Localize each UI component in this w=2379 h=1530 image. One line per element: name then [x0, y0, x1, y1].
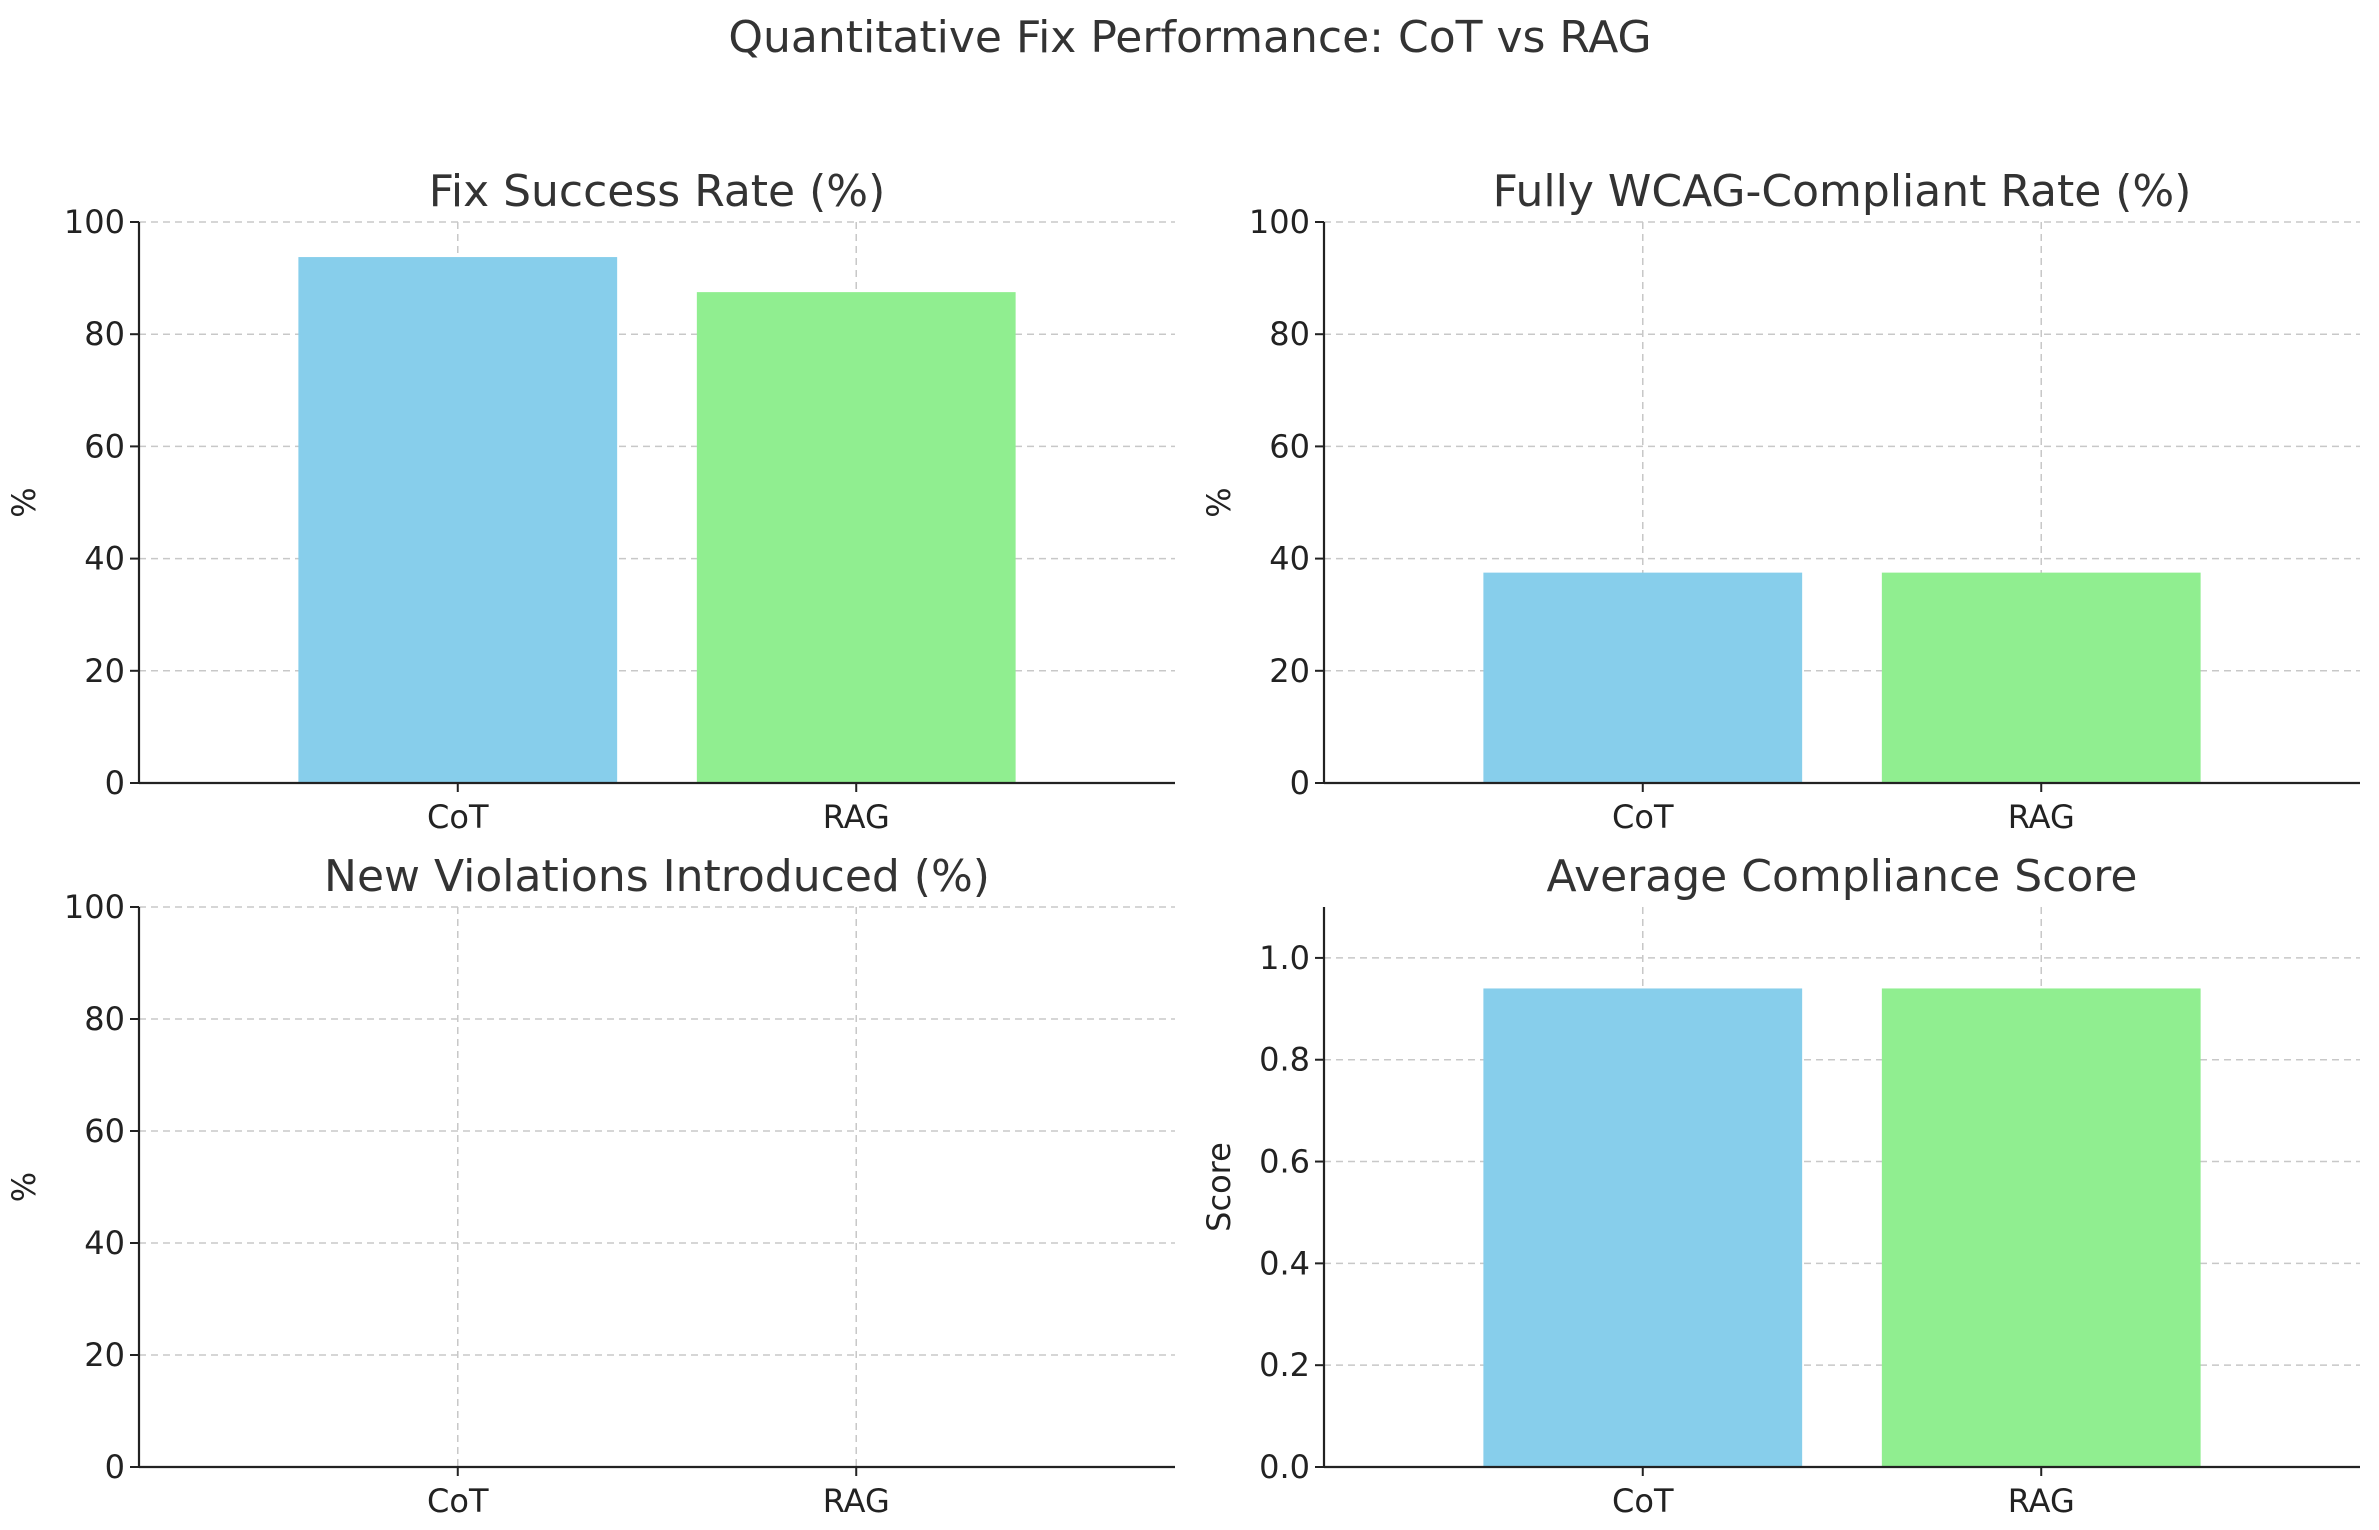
y-tick-label: 20 — [84, 1336, 125, 1374]
y-tick-label: 20 — [84, 652, 125, 690]
y-tick-label: 100 — [1249, 203, 1310, 241]
y-tick-label: 60 — [84, 427, 125, 465]
y-axis-label: % — [1200, 487, 1238, 517]
subplot-3: 0 20 40 60 80 100 CoT RAG New Violations Introdu… — [5, 851, 1175, 1520]
x-tick-label-rag: RAG — [823, 798, 890, 836]
y-tick-label: 60 — [1269, 427, 1310, 465]
figure-title: Quantitative Fix Performance: CoT vs RAG — [728, 12, 1651, 63]
subplot-title: Fully WCAG-Compliant Rate (%) — [1493, 166, 2192, 217]
y-tick-label: 40 — [1269, 540, 1310, 578]
y-tick-label: 0.2 — [1259, 1346, 1310, 1384]
y-tick-label: 0 — [105, 764, 125, 802]
y-tick-label: 80 — [84, 315, 125, 353]
x-tick-label-cot: CoT — [1612, 798, 1674, 836]
x-tick-label-cot: CoT — [427, 1482, 489, 1520]
y-tick-label: 80 — [84, 1000, 125, 1038]
bar-cot — [1483, 572, 1803, 783]
bar-rag — [1881, 988, 2201, 1467]
bar-rag — [1881, 572, 2201, 783]
y-tick-label: 0.0 — [1259, 1448, 1310, 1486]
y-tick-label: 100 — [64, 888, 125, 926]
y-tick-label: 1.0 — [1259, 939, 1310, 977]
y-tick-label: 40 — [84, 1224, 125, 1262]
x-tick-label-cot: CoT — [427, 798, 489, 836]
y-tick-label: 60 — [84, 1112, 125, 1150]
y-tick-label: 0 — [105, 1448, 125, 1486]
y-axis-label: % — [5, 1172, 43, 1202]
y-tick-label: 100 — [64, 203, 125, 241]
x-tick-label-rag: RAG — [2008, 798, 2075, 836]
x-tick-label-rag: RAG — [823, 1482, 890, 1520]
y-axis-label: Score — [1200, 1142, 1238, 1232]
subplot-title: Average Compliance Score — [1547, 851, 2138, 902]
bar-cot — [1483, 988, 1803, 1467]
y-axis-label: % — [5, 487, 43, 517]
subplot-4: 0.0 0.2 0.4 0.6 0.8 1.0 CoT RAG Average Complian… — [1200, 851, 2360, 1520]
y-tick-label: 40 — [84, 540, 125, 578]
y-tick-label: 0.4 — [1259, 1244, 1310, 1282]
y-tick-label: 20 — [1269, 652, 1310, 690]
subplot-title: New Violations Introduced (%) — [324, 851, 990, 902]
y-tick-label: 0.8 — [1259, 1041, 1310, 1079]
x-tick-label-rag: RAG — [2008, 1482, 2075, 1520]
subplot-2: 0 20 40 60 80 100 CoT RAG Fully WCAG-Compliant R… — [1200, 166, 2360, 836]
subplot-1: 0 20 40 60 80 100 CoT RAG Fix Success Rate (%)% — [5, 166, 1175, 836]
y-tick-label: 80 — [1269, 315, 1310, 353]
y-tick-label: 0.6 — [1259, 1143, 1310, 1181]
bar-rag — [696, 292, 1016, 783]
subplot-title: Fix Success Rate (%) — [429, 166, 885, 217]
y-tick-label: 0 — [1290, 764, 1310, 802]
bar-cot — [298, 257, 618, 783]
x-tick-label-cot: CoT — [1612, 1482, 1674, 1520]
